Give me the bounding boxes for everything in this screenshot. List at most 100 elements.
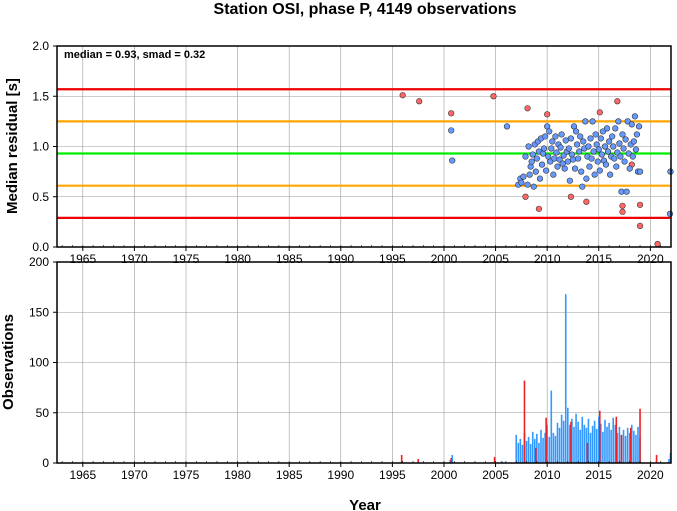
observation-bar bbox=[585, 427, 588, 463]
scatter-point bbox=[619, 202, 626, 209]
scatter-point bbox=[616, 140, 623, 147]
scatter-point bbox=[591, 171, 598, 178]
scatter-point bbox=[599, 128, 606, 135]
scatter-point bbox=[528, 158, 535, 165]
scatter-point bbox=[615, 118, 622, 125]
scatter-point bbox=[551, 155, 558, 162]
observation-bar bbox=[622, 429, 625, 463]
scatter-point bbox=[630, 138, 637, 145]
scatter-point bbox=[585, 143, 592, 150]
residual-panel: 1965 1970 1975 1980 1985 1990 1995 2000 2005 2010… bbox=[4, 39, 674, 266]
scatter-point bbox=[635, 123, 643, 130]
scatter-point bbox=[561, 165, 568, 172]
observation-bar bbox=[591, 425, 594, 463]
scatter-point bbox=[623, 188, 630, 195]
observation-bar bbox=[560, 414, 563, 463]
observation-bar bbox=[655, 454, 658, 463]
scatter-point bbox=[614, 149, 621, 156]
scatter-point bbox=[614, 98, 621, 105]
stats-annotation: median = 0.93, smad = 0.32 bbox=[64, 49, 205, 61]
x-axis-label: Year bbox=[349, 497, 381, 511]
scatter-point bbox=[589, 118, 596, 125]
scatter-point bbox=[590, 148, 597, 155]
scatter-point bbox=[567, 193, 575, 200]
scatter-point bbox=[448, 127, 455, 134]
observation-bar bbox=[535, 447, 537, 463]
scatter-point bbox=[540, 145, 548, 152]
scatter-point bbox=[571, 165, 579, 172]
observation-bar bbox=[519, 438, 522, 463]
scatter-point bbox=[399, 92, 406, 99]
observation-bar bbox=[451, 454, 454, 463]
bottom-y-tick-label: 100 bbox=[29, 356, 49, 370]
bottom-x-tick-label: 1975 bbox=[173, 468, 200, 482]
scatter-point bbox=[631, 113, 638, 120]
bottom-x-tick-label: 1990 bbox=[327, 468, 354, 482]
bottom-x-tick-label: 1995 bbox=[379, 468, 406, 482]
bottom-x-tick-label: 2005 bbox=[482, 468, 509, 482]
scatter-point bbox=[530, 183, 537, 190]
top-y-tick-label: 1.0 bbox=[32, 140, 49, 154]
scatter-point bbox=[654, 240, 661, 248]
scatter-point bbox=[536, 175, 544, 182]
top-points bbox=[399, 92, 674, 248]
scatter-point bbox=[596, 167, 603, 174]
top-y-tick-label: 0.5 bbox=[32, 190, 49, 204]
observation-bar bbox=[579, 429, 581, 463]
scatter-point bbox=[525, 143, 532, 150]
scatter-point bbox=[636, 222, 644, 229]
scatter-point bbox=[527, 163, 534, 170]
observation-bar bbox=[529, 443, 532, 463]
observation-bar bbox=[571, 418, 573, 463]
scatter-point bbox=[598, 151, 605, 158]
scatter-point bbox=[666, 210, 674, 217]
observation-bar bbox=[602, 431, 604, 463]
observation-bar bbox=[586, 442, 589, 463]
scatter-point bbox=[624, 118, 631, 125]
observation-bar bbox=[548, 436, 551, 463]
scatter-point bbox=[626, 165, 633, 172]
scatter-point bbox=[607, 171, 614, 178]
scatter-point bbox=[416, 98, 423, 105]
observation-bar bbox=[635, 434, 637, 463]
scatter-point bbox=[619, 131, 626, 138]
scatter-point bbox=[625, 150, 632, 157]
observation-bar bbox=[449, 459, 451, 463]
scatter-point bbox=[622, 136, 629, 143]
scatter-point bbox=[539, 150, 547, 157]
scatter-point bbox=[503, 123, 511, 130]
scatter-point bbox=[582, 118, 589, 125]
observation-bar bbox=[595, 428, 598, 463]
top-y-tick-label: 1.5 bbox=[32, 89, 49, 103]
scatter-point bbox=[612, 125, 619, 132]
observation-bar bbox=[589, 432, 592, 463]
observation-bar bbox=[550, 390, 553, 463]
scatter-point bbox=[550, 171, 557, 178]
bottom-x-tick-label: 2000 bbox=[431, 468, 458, 482]
observation-bar bbox=[581, 416, 584, 463]
bottom-y-tick-label: 150 bbox=[29, 305, 49, 319]
scatter-point bbox=[602, 161, 610, 168]
scatter-point bbox=[580, 138, 587, 145]
scatter-point bbox=[490, 93, 497, 100]
scatter-point bbox=[554, 163, 561, 170]
observation-bar bbox=[615, 416, 618, 463]
scatter-point bbox=[567, 135, 575, 142]
observation-bar bbox=[610, 429, 612, 463]
observation-bar bbox=[417, 458, 419, 463]
scatter-point bbox=[604, 148, 612, 155]
scatter-point bbox=[524, 181, 531, 188]
observation-bar bbox=[531, 431, 534, 463]
scatter-point bbox=[617, 153, 624, 160]
top-y-tick-label: 0.0 bbox=[32, 240, 49, 254]
observation-bar bbox=[493, 456, 496, 463]
scatter-point bbox=[529, 151, 536, 158]
observation-bar bbox=[604, 419, 606, 463]
scatter-point bbox=[526, 171, 533, 178]
top-y-tick-label: 2.0 bbox=[32, 39, 49, 53]
scatter-point bbox=[569, 156, 577, 163]
observation-bar bbox=[450, 457, 452, 463]
observation-bar bbox=[533, 438, 536, 463]
observation-bar bbox=[628, 432, 631, 463]
